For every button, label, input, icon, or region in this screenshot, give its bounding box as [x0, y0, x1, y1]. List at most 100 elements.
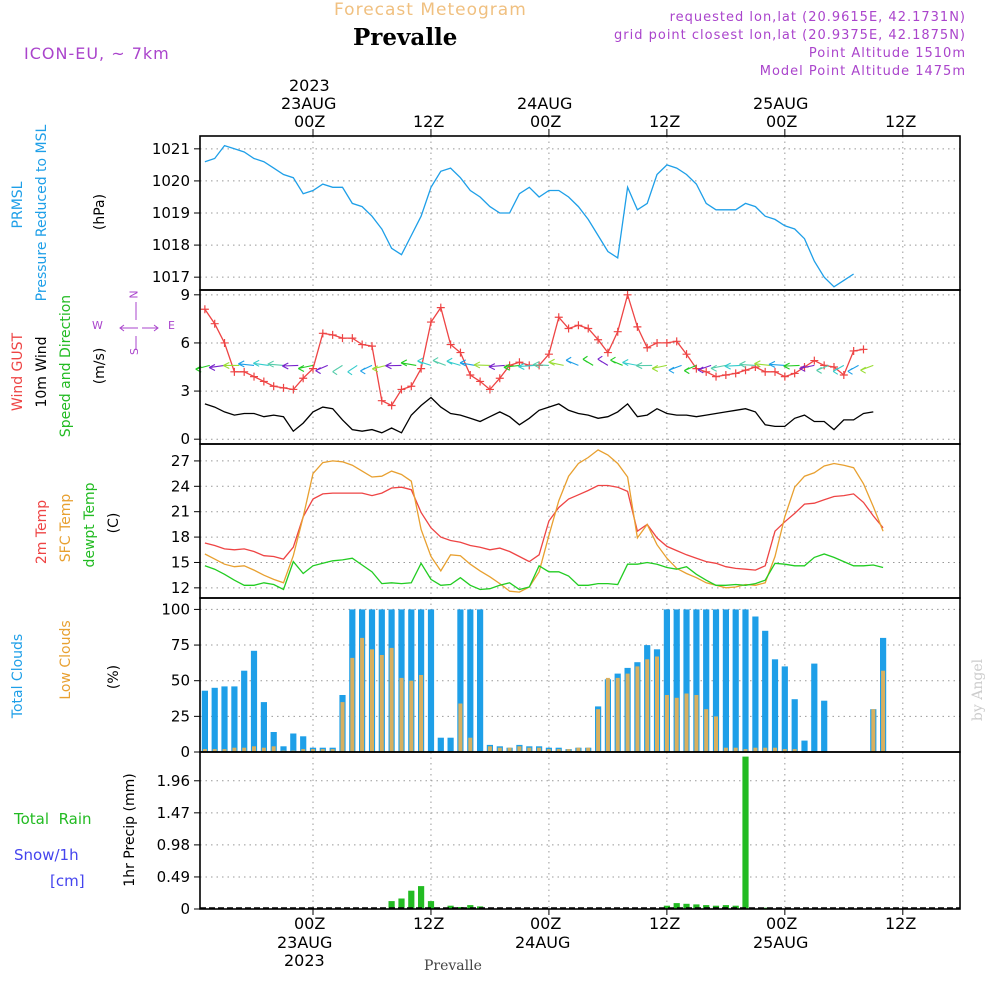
bar-total-rain	[427, 901, 435, 909]
top-date-label-2: 24AUG	[517, 94, 573, 113]
wind-direction-arrow	[432, 357, 446, 366]
gust-marker	[338, 334, 347, 343]
bar-total-clouds	[280, 746, 287, 752]
series-line-prmsl	[204, 144, 854, 288]
ytick-label-wind: 0	[180, 430, 190, 448]
bar-total-clouds	[260, 702, 267, 752]
ytick-label-wind: 3	[180, 382, 190, 400]
snow-label: Snow/1h	[14, 846, 79, 864]
speed-direction-label: Speed and Direction	[58, 294, 74, 438]
model-label: ICON-EU, ~ 7km	[24, 44, 170, 63]
panel-clouds: 0 25 50 75 100	[161, 597, 961, 761]
bar-low-clouds	[596, 709, 601, 752]
bar-low-clouds	[743, 749, 748, 752]
gust-marker	[259, 377, 268, 386]
bottom-hour-label-4: 12Z	[649, 914, 681, 933]
bar-low-clouds	[370, 649, 374, 752]
gust-marker	[358, 340, 367, 349]
bar-low-clouds	[635, 666, 640, 752]
ytick-label-pressure: 1017	[152, 268, 190, 286]
ytick-label-clouds: 25	[171, 707, 190, 725]
panel-clouds-bg	[200, 598, 960, 752]
top-date-label-3: 25AUG	[753, 94, 809, 113]
series-line-2m-temp	[204, 484, 884, 571]
wind-direction-arrow	[253, 359, 269, 367]
bar-low-clouds	[222, 749, 227, 752]
compass-arrowheads	[119, 324, 159, 332]
bar-total-clouds	[231, 686, 238, 752]
bar-low-clouds	[261, 747, 266, 752]
gust-marker	[603, 348, 612, 357]
gust-marker	[662, 338, 671, 347]
ytick-label-precipitation: 1.47	[157, 804, 190, 822]
panel-precipitation: 0 0.49 0.98 1.47 1.96	[157, 751, 961, 918]
ytick-label-temperature: 18	[171, 528, 190, 546]
gust-marker	[829, 363, 838, 371]
bar-total-rain	[388, 901, 395, 909]
gust-marker	[299, 374, 308, 383]
bar-total-clouds	[673, 609, 680, 752]
ytick-label-pressure: 1019	[152, 204, 190, 222]
wind-direction-arrow	[518, 363, 535, 371]
ytick-label-clouds: 100	[161, 600, 190, 618]
gust-marker	[200, 305, 209, 314]
compass-s-label: S	[127, 348, 141, 355]
bar-low-clouds	[576, 747, 581, 752]
bar-low-clouds	[311, 749, 315, 752]
gust-marker	[839, 371, 848, 380]
bar-low-clouds	[320, 749, 325, 752]
bar-low-clouds	[350, 657, 355, 752]
bar-total-clouds	[801, 740, 808, 752]
wind-direction-arrow	[816, 364, 830, 374]
ytick-label-temperature: 15	[171, 553, 190, 571]
panel-pressure: 1017 1018 1019 1020 1021	[152, 135, 961, 291]
gust-marker	[515, 358, 524, 367]
watermark: by Angel	[970, 658, 986, 722]
wind-direction-arrow	[768, 360, 785, 368]
wind-direction-arrow	[847, 364, 859, 375]
wind-direction-arrow	[298, 364, 314, 372]
gust-marker	[495, 374, 504, 383]
bar-total-clouds	[693, 609, 700, 752]
bar-low-clouds	[645, 659, 650, 752]
wind-direction-arrow	[754, 360, 771, 368]
bar-low-clouds	[527, 747, 532, 752]
top-date-label-1: 23AUG	[281, 94, 337, 113]
bar-low-clouds	[252, 746, 256, 752]
wind-direction-arrow	[832, 364, 845, 375]
wind-direction-arrow	[582, 355, 594, 366]
bar-low-clouds	[566, 749, 571, 752]
percent-label: (%)	[106, 664, 122, 690]
top-hour-label-6: 12Z	[885, 112, 917, 131]
gust-marker	[780, 372, 789, 381]
gust-marker	[721, 371, 730, 380]
wind-direction-arrow	[860, 364, 874, 374]
wind-direction-arrow	[697, 364, 712, 374]
top-hour-label-1: 00Z	[294, 112, 326, 131]
gust-marker	[731, 369, 740, 378]
series-line-10m-wind	[204, 396, 874, 434]
gust-marker	[544, 350, 553, 359]
bottom-hour-label-6: 12Z	[885, 914, 917, 933]
gust-marker	[584, 324, 593, 333]
cm-label: [cm]	[50, 872, 85, 890]
bar-low-clouds	[242, 747, 247, 752]
wind-direction-arrow	[799, 364, 815, 372]
bar-low-clouds	[586, 747, 591, 752]
gust-marker	[426, 318, 435, 327]
bar-total-rain	[418, 886, 425, 909]
bar-low-clouds	[301, 749, 306, 752]
gust-marker	[849, 346, 858, 355]
gust-marker	[820, 361, 829, 370]
wind-direction-arrow	[610, 356, 623, 366]
gust-marker	[328, 330, 337, 339]
gust-marker	[712, 372, 721, 381]
top-year-label: 2023	[289, 76, 330, 95]
bar-low-clouds	[379, 655, 384, 752]
bar-total-clouds	[771, 659, 779, 752]
gust-marker	[859, 345, 868, 354]
gust-marker	[456, 348, 465, 357]
gust-marker	[643, 343, 652, 352]
gust-label: Wind GUST	[10, 332, 26, 412]
bar-total-rain	[447, 905, 454, 909]
